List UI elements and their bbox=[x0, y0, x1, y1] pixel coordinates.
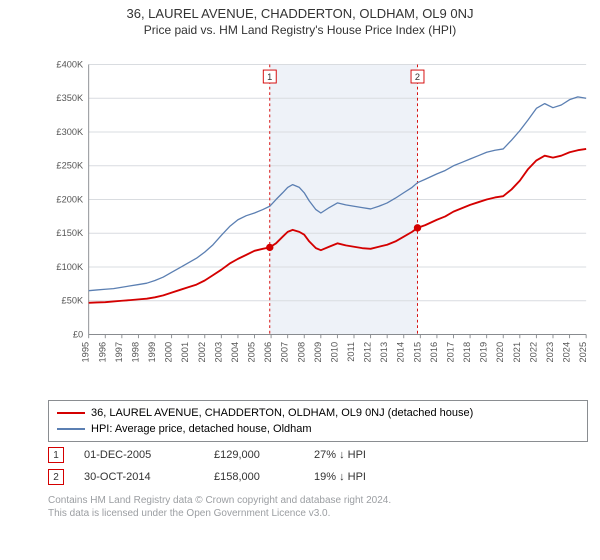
svg-text:2024: 2024 bbox=[562, 342, 572, 363]
svg-text:2013: 2013 bbox=[379, 342, 389, 363]
svg-text:1997: 1997 bbox=[114, 342, 124, 363]
svg-text:2006: 2006 bbox=[263, 342, 273, 363]
marker-date: 30-OCT-2014 bbox=[84, 471, 214, 483]
svg-text:2003: 2003 bbox=[213, 342, 223, 363]
marker-number-box: 1 bbox=[48, 447, 64, 463]
svg-text:2021: 2021 bbox=[512, 342, 522, 363]
footer: Contains HM Land Registry data © Crown c… bbox=[48, 494, 391, 520]
svg-text:2018: 2018 bbox=[462, 342, 472, 363]
svg-text:2012: 2012 bbox=[363, 342, 373, 363]
svg-text:£250K: £250K bbox=[56, 161, 84, 171]
svg-text:2023: 2023 bbox=[545, 342, 555, 363]
footer-line: Contains HM Land Registry data © Crown c… bbox=[48, 494, 391, 507]
title-main: 36, LAUREL AVENUE, CHADDERTON, OLDHAM, O… bbox=[0, 6, 600, 21]
svg-text:2020: 2020 bbox=[495, 342, 505, 363]
title-block: 36, LAUREL AVENUE, CHADDERTON, OLDHAM, O… bbox=[0, 0, 600, 37]
svg-text:£50K: £50K bbox=[62, 296, 84, 306]
svg-text:2002: 2002 bbox=[197, 342, 207, 363]
svg-text:2016: 2016 bbox=[429, 342, 439, 363]
svg-text:2007: 2007 bbox=[280, 342, 290, 363]
svg-text:1996: 1996 bbox=[97, 342, 107, 363]
legend-swatch bbox=[57, 412, 85, 414]
svg-text:£0: £0 bbox=[73, 329, 83, 339]
chart-area: £0 £50K £100K £150K £200K £250K £300K £350K £400… bbox=[48, 48, 588, 388]
marker-number-box: 2 bbox=[48, 469, 64, 485]
legend-label: 36, LAUREL AVENUE, CHADDERTON, OLDHAM, O… bbox=[91, 407, 473, 419]
svg-text:2004: 2004 bbox=[230, 342, 240, 363]
svg-text:1999: 1999 bbox=[147, 342, 157, 363]
svg-text:£200K: £200K bbox=[56, 194, 84, 204]
legend-swatch bbox=[57, 428, 85, 429]
svg-text:2014: 2014 bbox=[396, 342, 406, 363]
svg-text:1: 1 bbox=[267, 72, 272, 82]
svg-text:2011: 2011 bbox=[346, 342, 356, 362]
svg-text:2009: 2009 bbox=[313, 342, 323, 363]
svg-text:2015: 2015 bbox=[412, 342, 422, 363]
legend-item: HPI: Average price, detached house, Oldh… bbox=[57, 421, 579, 437]
marker-pct: 19% ↓ HPI bbox=[314, 471, 394, 483]
marker-row: 2 30-OCT-2014 £158,000 19% ↓ HPI bbox=[48, 466, 394, 488]
svg-text:2008: 2008 bbox=[296, 342, 306, 363]
svg-text:£150K: £150K bbox=[56, 228, 84, 238]
marker-price: £158,000 bbox=[214, 471, 314, 483]
marker-row: 1 01-DEC-2005 £129,000 27% ↓ HPI bbox=[48, 444, 394, 466]
svg-text:2001: 2001 bbox=[180, 342, 190, 363]
footer-line: This data is licensed under the Open Gov… bbox=[48, 507, 391, 520]
markers-table: 1 01-DEC-2005 £129,000 27% ↓ HPI 2 30-OC… bbox=[48, 444, 394, 488]
svg-text:2010: 2010 bbox=[329, 342, 339, 363]
svg-text:2017: 2017 bbox=[445, 342, 455, 363]
legend: 36, LAUREL AVENUE, CHADDERTON, OLDHAM, O… bbox=[48, 400, 588, 442]
legend-label: HPI: Average price, detached house, Oldh… bbox=[91, 423, 312, 435]
svg-text:£300K: £300K bbox=[56, 127, 84, 137]
svg-text:2000: 2000 bbox=[164, 342, 174, 363]
svg-text:1995: 1995 bbox=[81, 342, 91, 363]
marker-date: 01-DEC-2005 bbox=[84, 449, 214, 461]
svg-text:£100K: £100K bbox=[56, 262, 84, 272]
svg-text:2019: 2019 bbox=[479, 342, 489, 363]
legend-item: 36, LAUREL AVENUE, CHADDERTON, OLDHAM, O… bbox=[57, 405, 579, 421]
svg-text:1998: 1998 bbox=[130, 342, 140, 363]
marker-price: £129,000 bbox=[214, 449, 314, 461]
line-chart: £0 £50K £100K £150K £200K £250K £300K £350K £400… bbox=[48, 48, 588, 388]
svg-text:2005: 2005 bbox=[247, 342, 257, 363]
svg-text:£400K: £400K bbox=[56, 59, 84, 69]
svg-text:£350K: £350K bbox=[56, 93, 84, 103]
svg-text:2022: 2022 bbox=[528, 342, 538, 363]
title-sub: Price paid vs. HM Land Registry's House … bbox=[0, 23, 600, 37]
svg-text:2: 2 bbox=[415, 72, 420, 82]
marker-pct: 27% ↓ HPI bbox=[314, 449, 394, 461]
svg-text:2025: 2025 bbox=[578, 342, 588, 363]
